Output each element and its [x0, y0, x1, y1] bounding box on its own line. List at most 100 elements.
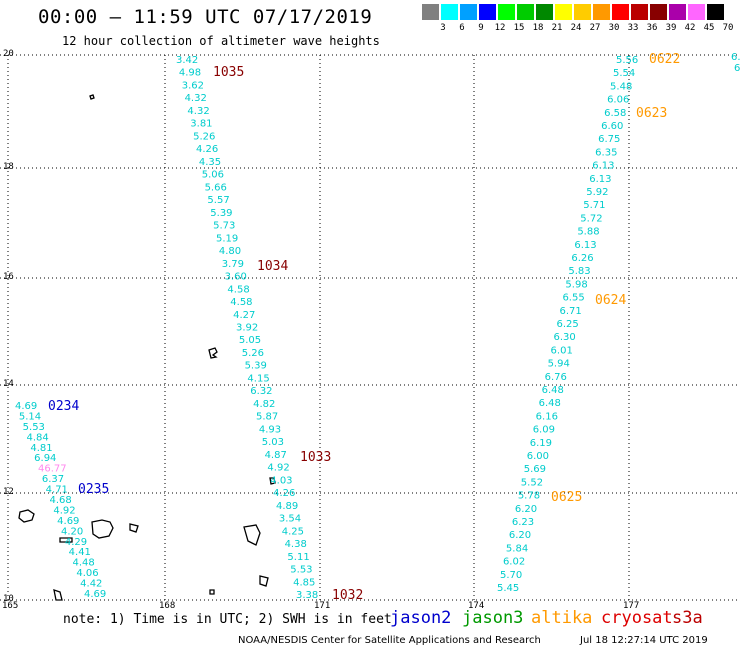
legend-swatch [631, 4, 648, 20]
wave-height-value: 6.13 [592, 161, 614, 172]
island-outline [129, 523, 139, 533]
legend-label: 33 [627, 23, 639, 33]
credit-text: NOAA/NESDIS Center for Satellite Applica… [238, 635, 541, 646]
wave-height-value: 4.84 [27, 432, 49, 443]
pass-time-tag: 1032 [332, 588, 363, 603]
longitude-label: 174 [468, 601, 485, 611]
observations: 3.424.983.624.324.323.815.264.264.355.06… [15, 52, 740, 603]
wave-height-value: 3.81 [190, 119, 212, 130]
wave-height-value: 5.84 [506, 543, 528, 554]
wave-height-value: 4.89 [276, 501, 298, 512]
wave-height-value: 6.06 [607, 95, 629, 106]
longitude-label: 165 [2, 601, 19, 611]
island-outline [259, 575, 269, 587]
wave-height-value: 6.55 [562, 293, 584, 304]
satellite-label: jason3 [462, 608, 524, 628]
legend-swatch [536, 4, 553, 20]
wave-height-value: 4.71 [46, 485, 68, 496]
wave-height-value: 6.02 [503, 557, 525, 568]
wave-height-value: 5.48 [610, 81, 632, 92]
wave-height-value: 4.26 [273, 488, 295, 499]
latitude-label: 16 [3, 272, 14, 282]
island-outline [89, 94, 95, 100]
wave-height-value: 4.85 [293, 577, 315, 588]
wave-height-value: 5.39 [210, 208, 232, 219]
wave-height-value: 6.48 [539, 398, 561, 409]
wave-height-value: 5.73 [213, 221, 235, 232]
wave-height-value: 5.70 [500, 570, 522, 581]
pass-time-tag: 0234 [48, 399, 79, 414]
wave-height-value: 5.11 [287, 552, 309, 563]
wave-height-value: 6.19 [530, 438, 552, 449]
wave-height-value: 4.25 [282, 526, 304, 537]
legend-swatch [479, 4, 496, 20]
legend-label: 39 [665, 23, 677, 33]
wave-height-value: 5.83 [568, 266, 590, 277]
wave-height-value: 4.69 [57, 516, 79, 527]
wave-height-value: 4.82 [253, 399, 275, 410]
wave-height-value: 4.58 [227, 284, 249, 295]
latitude-label: 12 [3, 487, 14, 497]
pass-time-tag: 0235 [78, 482, 109, 497]
satellite-label: cryosat [601, 608, 673, 628]
satellite-label: jason2 [390, 608, 452, 628]
legend-swatch [688, 4, 705, 20]
wave-height-value: 6.09 [533, 425, 555, 436]
wave-height-value: 4.80 [219, 246, 241, 257]
wave-height-value: 4.26 [196, 144, 218, 155]
longitude-label: 171 [314, 601, 331, 611]
wave-height-value: 6.71 [559, 306, 581, 317]
wave-height-value: 6.25 [557, 319, 579, 330]
wave-height-value: 6.00 [527, 451, 549, 462]
wave-height-value: 3.79 [222, 259, 244, 270]
wave-height-value: 5.88 [577, 227, 599, 238]
wave-height-value: 4.32 [185, 93, 207, 104]
wave-height-value: 3.92 [236, 323, 258, 334]
grid-lines [0, 54, 740, 601]
legend-swatch [517, 4, 534, 20]
legend-label: 18 [532, 23, 544, 33]
wave-height-value: 6.20 [509, 530, 531, 541]
wave-height-value: 4.92 [53, 505, 75, 516]
legend-swatch [612, 4, 629, 20]
wave-height-value: 4.20 [61, 526, 83, 537]
legend-label: 9 [478, 23, 484, 33]
island-outline [59, 537, 73, 543]
wave-height-value: 46.77 [38, 464, 67, 475]
wave-height-value: 6.76 [545, 372, 567, 383]
wave-height-value: 4.58 [230, 297, 252, 308]
wave-height-value: 6.60 [601, 121, 623, 132]
legend-label: 6 [459, 23, 465, 33]
wave-height-value: 4.38 [285, 539, 307, 550]
wave-height-value: 3.62 [182, 80, 204, 91]
legend-label: 21 [551, 23, 563, 33]
pass-time-tag: 1035 [213, 65, 244, 80]
wave-height-value: 5.53 [290, 565, 312, 576]
satellite-label: s3a [672, 608, 703, 628]
longitude-label: 168 [159, 601, 176, 611]
legend-label: 3 [440, 23, 446, 33]
wave-height-value: 6.32 [250, 386, 272, 397]
wave-height-value: 5.94 [548, 359, 570, 370]
legend-swatch [422, 4, 439, 20]
wave-height-value: 3.38 [296, 590, 318, 601]
legend-swatch [574, 4, 591, 20]
wave-height-value: 6.16 [536, 411, 558, 422]
wave-height-value: 4.69 [84, 589, 106, 600]
pass-time-tag: 0622 [649, 52, 680, 67]
wave-height-value: 5.98 [565, 279, 587, 290]
island-outline [243, 524, 261, 546]
wave-height-value: 4.29 [65, 537, 87, 548]
wave-height-value: 6.58 [604, 108, 626, 119]
wave-height-value: 6.13 [574, 240, 596, 251]
island-outline [18, 509, 35, 523]
legend-swatch [498, 4, 515, 20]
island-outline [269, 477, 276, 485]
wave-height-value: 5.78 [518, 491, 540, 502]
satellite-label: altika [531, 608, 593, 628]
wave-height-value: 4.98 [179, 68, 201, 79]
map-subtitle: 12 hour collection of altimeter wave hei… [62, 34, 380, 48]
footer-note: note: 1) Time is in UTC; 2) SWH is in fe… [63, 612, 392, 627]
latitude-label: 20 [3, 49, 14, 59]
